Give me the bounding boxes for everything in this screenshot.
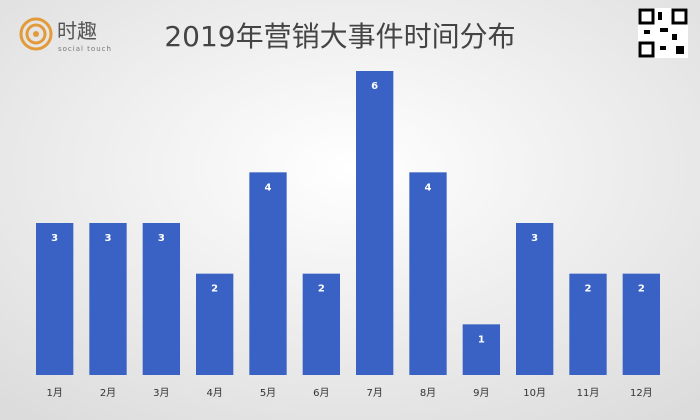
- x-tick-label: 1月: [46, 387, 62, 399]
- x-tick-label: 2月: [100, 387, 116, 399]
- x-tick-label: 3月: [153, 387, 169, 399]
- x-tick-label: 7月: [366, 387, 382, 399]
- bar: [569, 273, 607, 375]
- x-tick-label: 9月: [473, 387, 489, 399]
- qr-module: [644, 30, 650, 34]
- qr-module: [676, 46, 684, 54]
- value-label: 3: [105, 233, 112, 244]
- x-tick-label: 6月: [313, 387, 329, 399]
- qr-code: [638, 8, 688, 58]
- qr-module: [672, 34, 677, 40]
- x-tick-label: 8月: [420, 387, 436, 399]
- value-label: 3: [531, 233, 538, 244]
- value-label: 2: [211, 284, 218, 295]
- value-label: 4: [425, 182, 432, 193]
- bar: [462, 324, 500, 375]
- bar: [196, 273, 234, 375]
- bar: [89, 223, 127, 375]
- bar: [356, 71, 394, 375]
- value-label: 3: [158, 233, 165, 244]
- value-label: 4: [265, 182, 272, 193]
- bar: [302, 273, 340, 375]
- x-tick-label: 5月: [260, 387, 276, 399]
- qr-module: [660, 46, 666, 50]
- x-tick-label: 4月: [206, 387, 222, 399]
- value-label: 1: [478, 334, 485, 345]
- x-tick-label: 11月: [577, 387, 600, 399]
- qr-module: [658, 12, 662, 20]
- x-tick-label: 12月: [630, 387, 653, 399]
- logo-text: 时趣: [57, 19, 97, 43]
- bar: [36, 223, 74, 375]
- qr-finder: [671, 8, 688, 25]
- bar: [516, 223, 554, 375]
- qr-finder: [638, 41, 655, 58]
- value-label: 2: [318, 284, 325, 295]
- logo-subtext: social touch: [58, 45, 112, 53]
- bar: [622, 273, 660, 375]
- value-label: 3: [51, 233, 58, 244]
- logo-ring: [25, 23, 47, 45]
- qr-finder: [638, 8, 655, 25]
- logo: 时趣 social touch: [19, 17, 112, 53]
- value-label: 6: [371, 81, 378, 92]
- value-label: 2: [638, 284, 645, 295]
- logo-ring: [19, 17, 53, 51]
- value-label: 2: [585, 284, 592, 295]
- bar: [142, 223, 180, 375]
- bar: [409, 172, 447, 375]
- qr-module: [660, 28, 668, 32]
- chart-title: 2019年营销大事件时间分布: [164, 20, 515, 53]
- logo-dot: [33, 31, 39, 37]
- x-tick-label: 10月: [523, 387, 546, 399]
- bar: [249, 172, 287, 375]
